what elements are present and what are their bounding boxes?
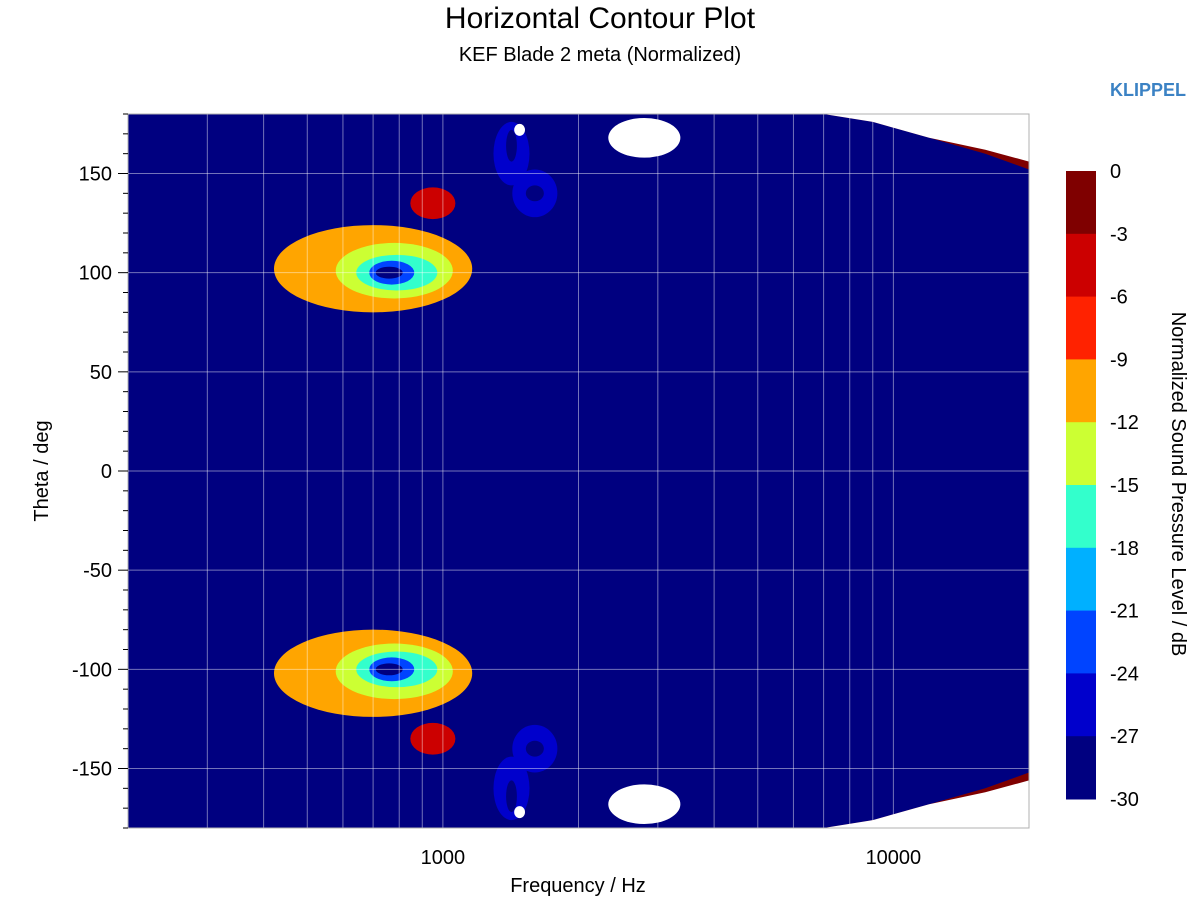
- lobe-island-1: [410, 722, 456, 755]
- colorbar-band: [1066, 359, 1096, 423]
- brand-logo: KLIPPEL: [1109, 80, 1186, 100]
- no-data-corner-top: [823, 114, 1029, 162]
- no-data-corner-bottom: [823, 780, 1029, 828]
- colorbar-tick-label: -24: [1110, 663, 1139, 685]
- colorbar-band: [1066, 547, 1096, 612]
- y-tick-label: 150: [79, 164, 112, 186]
- colorbar-band: [1066, 673, 1096, 737]
- colorbar-tick-label: -15: [1110, 475, 1139, 497]
- colorbar-tick-label: -12: [1110, 412, 1139, 434]
- x-tick-label: 1000: [421, 847, 466, 869]
- colorbar: 0 -3 -6 -9 -12 -15 -18 -21 -24 -27 -30: [1066, 161, 1139, 811]
- y-tick-label: -150: [72, 759, 112, 781]
- lobe-island-15: [525, 740, 544, 757]
- colorbar-tick-label: -6: [1110, 287, 1128, 309]
- colorbar-tick-label: 0: [1110, 161, 1121, 183]
- grid: [128, 114, 1029, 828]
- lobe-island-14: [525, 185, 544, 202]
- y-tick-label: 100: [79, 263, 112, 285]
- chart-subtitle: KEF Blade 2 meta (Normalized): [458, 44, 742, 66]
- lobe-island-11: [375, 663, 403, 676]
- no-data-region-3: [514, 806, 525, 819]
- colorbar-band: [1066, 296, 1096, 360]
- chart-title: Horizontal Contour Plot: [444, 2, 756, 35]
- colorbar-band: [1066, 610, 1096, 674]
- colorbar-band: [1066, 233, 1096, 298]
- no-data-region-2: [514, 123, 525, 136]
- x-axis-label: Frequency / Hz: [510, 875, 646, 897]
- colorbar-tick-label: -21: [1110, 601, 1139, 623]
- plot-area: [128, 114, 1029, 828]
- no-data-region-1: [608, 784, 681, 825]
- y-axis-label: Theta / deg: [31, 420, 53, 521]
- x-tick-label: 10000: [866, 847, 922, 869]
- y-tick-label: -50: [83, 560, 112, 582]
- colorbar-tick-label: -9: [1110, 349, 1128, 371]
- no-data-region-0: [608, 117, 681, 158]
- lobe-island-19: [506, 780, 517, 813]
- colorbar-tick-label: -18: [1110, 538, 1139, 560]
- colorbar-label: Normalized Sound Pressure Level / dB: [1167, 312, 1189, 657]
- y-tick-label: 0: [101, 461, 112, 483]
- colorbar-band: [1066, 171, 1096, 235]
- colorbar-band: [1066, 736, 1096, 800]
- lobe-island-10: [375, 266, 403, 279]
- colorbar-tick-label: -27: [1110, 726, 1139, 748]
- colorbar-band: [1066, 485, 1096, 549]
- axes: 150 100 50 0 -50 -100 -150 1000 10000: [72, 113, 922, 869]
- lobe-island-18: [506, 129, 517, 162]
- colorbar-band: [1066, 422, 1096, 486]
- colorbar-tick-label: -3: [1110, 224, 1128, 246]
- colorbar-tick-label: -30: [1110, 789, 1139, 811]
- y-tick-label: -100: [72, 659, 112, 681]
- lobe-island-0: [410, 187, 456, 220]
- y-tick-label: 50: [90, 362, 112, 384]
